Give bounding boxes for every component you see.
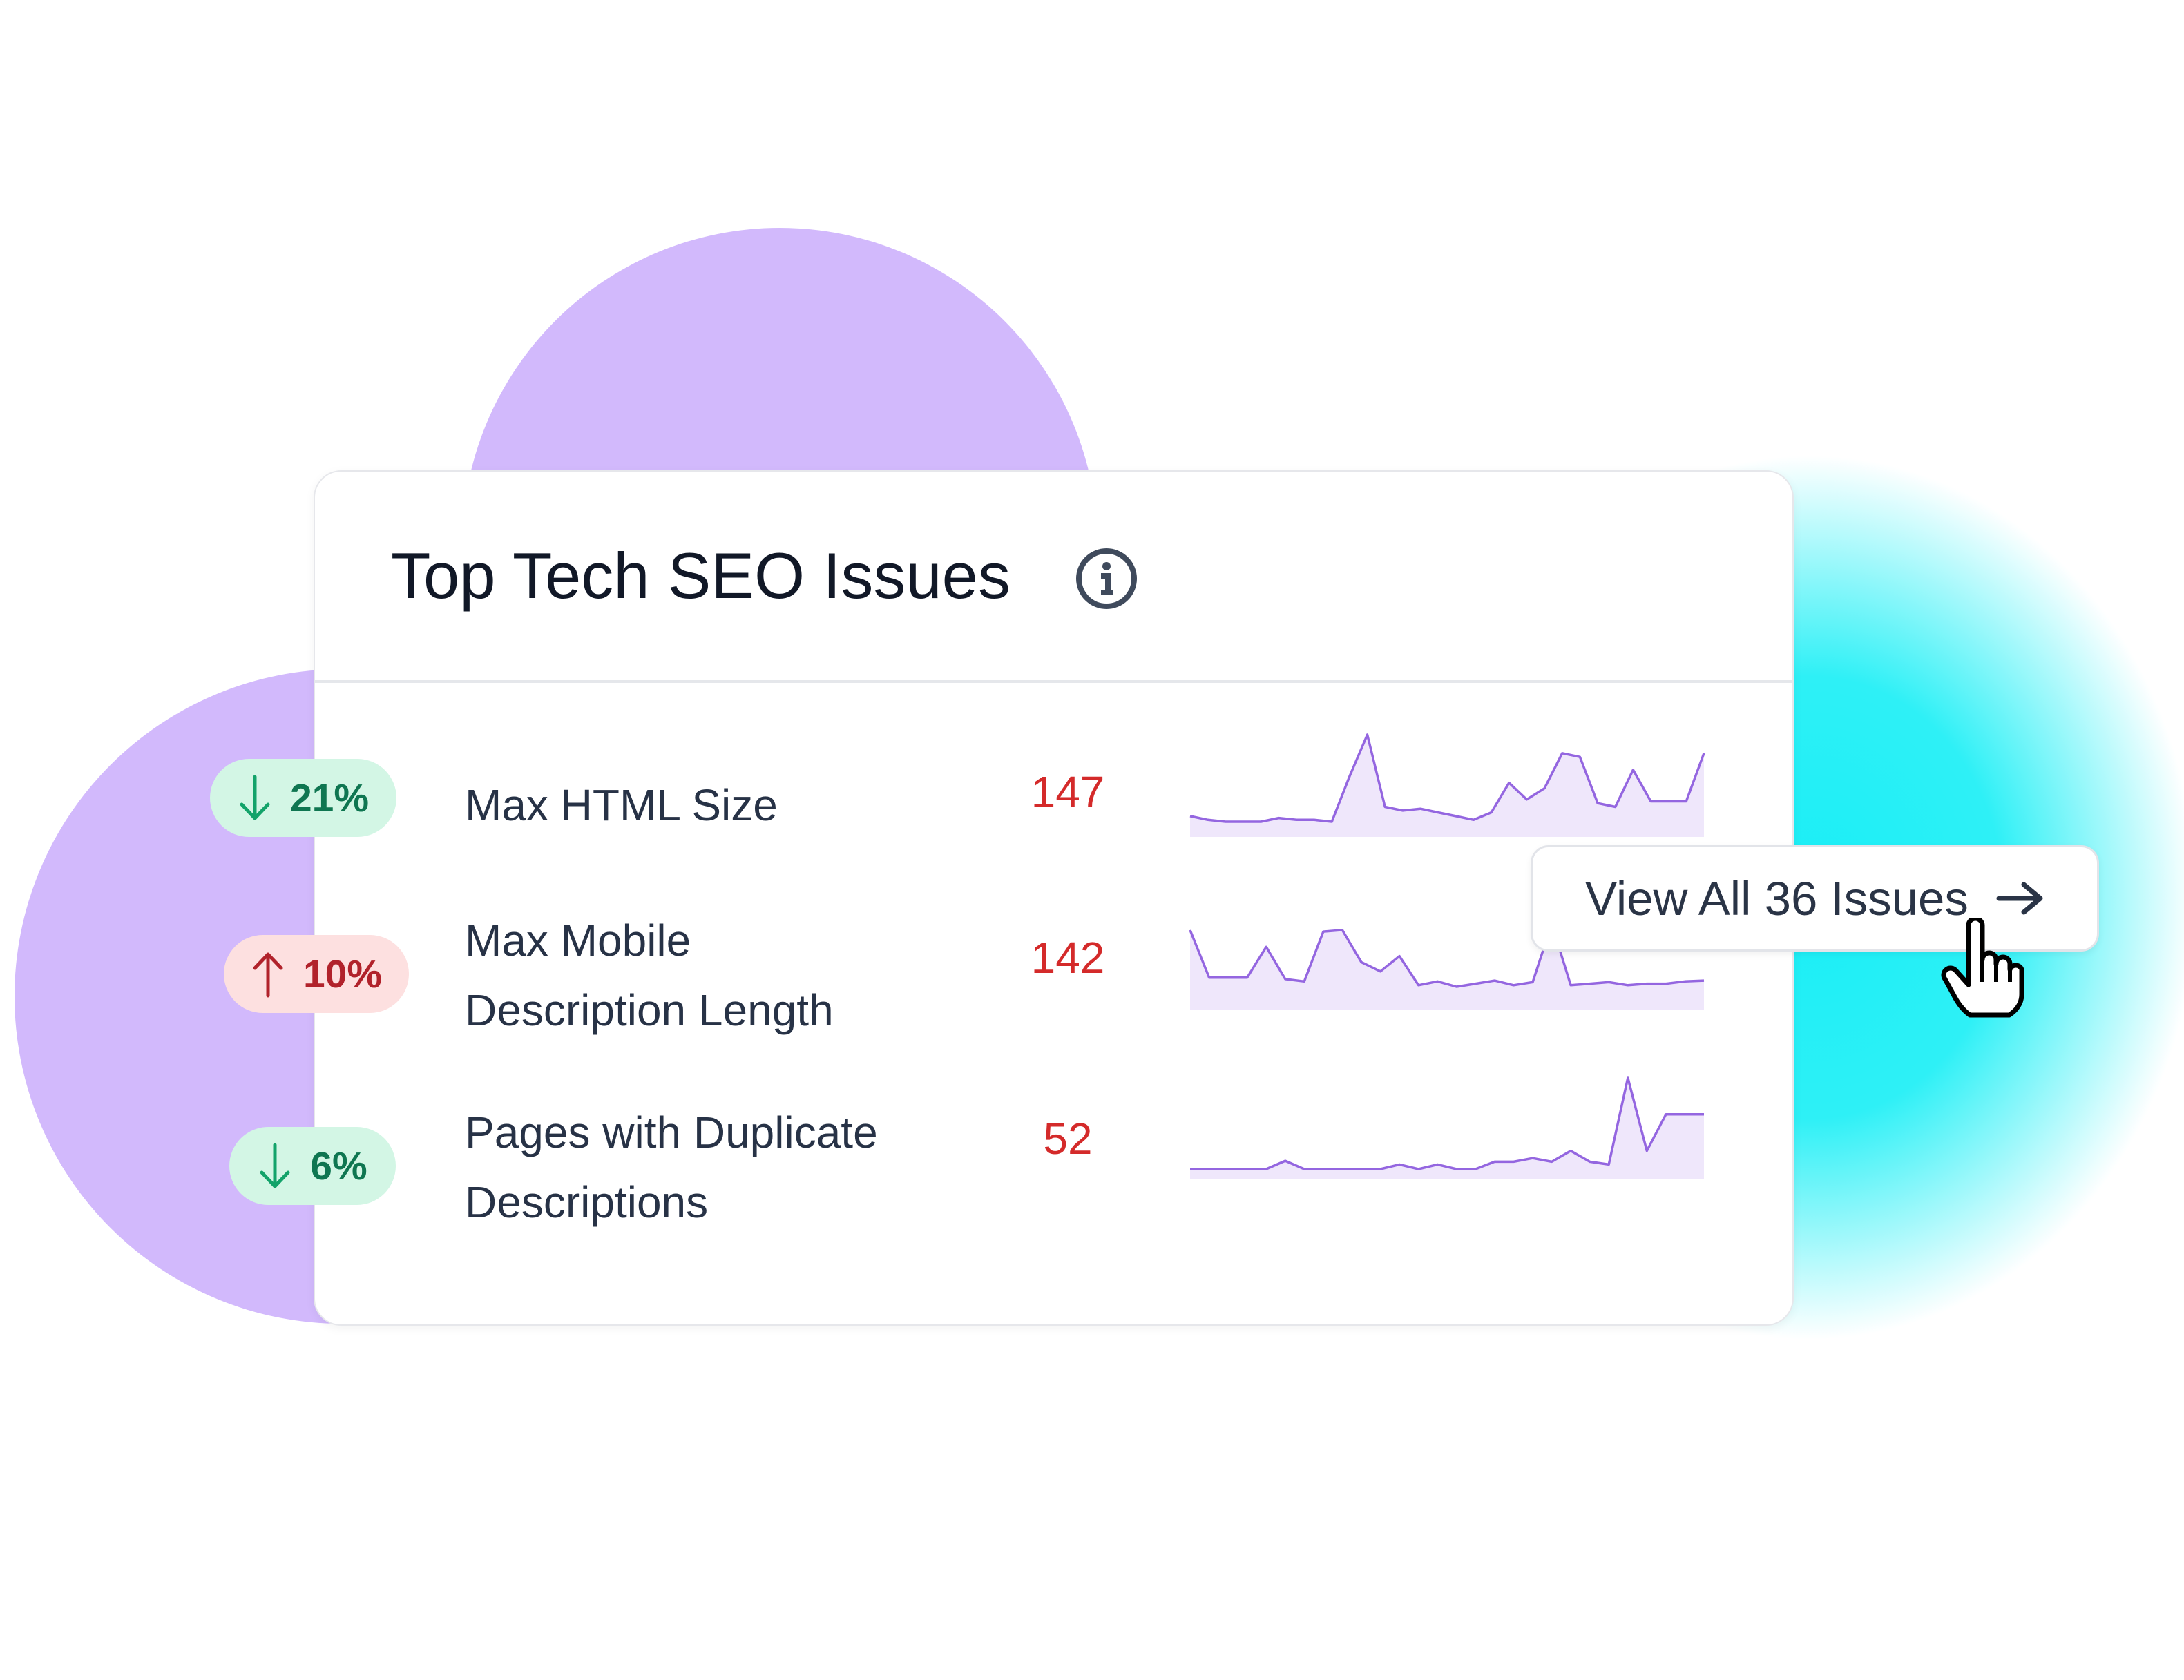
change-value: 10% (303, 952, 383, 996)
change-badge: 6% (229, 1127, 396, 1205)
cursor-hand (1941, 918, 2024, 1018)
change-arrow (253, 952, 283, 997)
change-value: 6% (310, 1143, 367, 1188)
arrow (253, 952, 283, 997)
change-arrow (240, 775, 270, 820)
issue-count: 147 (1031, 767, 1105, 817)
change-badge: 21% (210, 759, 396, 837)
view-all-button[interactable]: View All 36 Issues (1531, 845, 2099, 952)
arrow-icon[interactable] (1996, 881, 2044, 916)
issue-name: Pages with Duplicate Descriptions (465, 1108, 878, 1227)
arrow (240, 775, 270, 820)
change-badge: 10% (224, 935, 409, 1013)
change-arrow (260, 1143, 290, 1188)
divider (314, 680, 1794, 683)
issue-count: 142 (1031, 933, 1105, 983)
card-title: Top Tech SEO Issues (391, 539, 1010, 612)
info-icon[interactable] (1075, 547, 1138, 610)
button-label[interactable]: View All 36 Issues (1585, 871, 1969, 925)
change-value: 21% (289, 775, 370, 820)
issue-name: Max Mobile Description Length (465, 916, 834, 1035)
arrow (260, 1143, 290, 1188)
issue-count: 52 (1043, 1114, 1093, 1164)
issue-name: Max HTML Size (465, 780, 778, 830)
